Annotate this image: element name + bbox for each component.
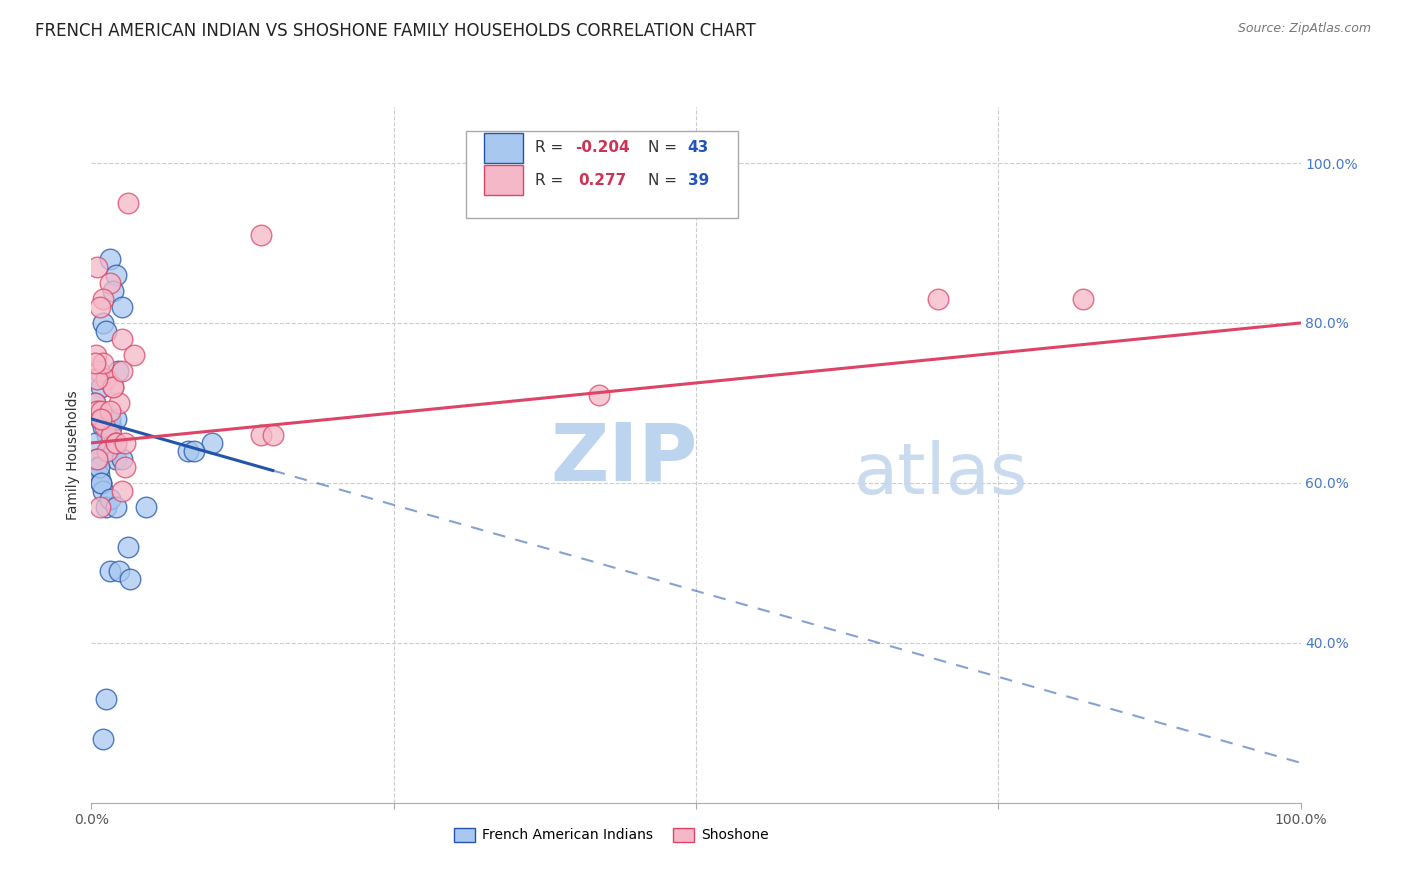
Text: 39: 39 — [688, 172, 709, 187]
Point — [86, 372, 108, 386]
Point — [117, 540, 139, 554]
Point — [108, 396, 131, 410]
Point — [111, 332, 132, 346]
Point — [90, 475, 112, 490]
Point — [183, 444, 205, 458]
Point — [84, 459, 107, 474]
Point — [89, 300, 111, 314]
Point — [93, 292, 115, 306]
Point — [96, 428, 118, 442]
Point — [100, 420, 122, 434]
Text: N =: N = — [648, 172, 682, 187]
Point — [262, 428, 284, 442]
Point — [104, 436, 127, 450]
Point — [104, 268, 127, 282]
Point — [927, 292, 949, 306]
Point — [249, 428, 271, 442]
FancyBboxPatch shape — [467, 131, 738, 219]
Legend: French American Indians, Shoshone: French American Indians, Shoshone — [449, 822, 775, 848]
Point — [249, 227, 271, 242]
Point — [93, 420, 115, 434]
Text: atlas: atlas — [853, 441, 1028, 509]
Point — [104, 412, 127, 426]
Point — [101, 380, 124, 394]
Point — [98, 404, 121, 418]
Point — [84, 436, 107, 450]
Point — [177, 444, 200, 458]
Point — [104, 451, 127, 466]
Point — [120, 572, 142, 586]
Text: Source: ZipAtlas.com: Source: ZipAtlas.com — [1237, 22, 1371, 36]
Point — [86, 404, 108, 418]
Point — [93, 316, 115, 330]
Point — [90, 404, 112, 418]
Point — [84, 348, 107, 362]
Point — [111, 451, 132, 466]
Point — [111, 364, 132, 378]
Point — [107, 364, 129, 378]
Point — [98, 412, 121, 426]
Point — [97, 412, 120, 426]
Point — [84, 396, 107, 410]
Point — [588, 388, 610, 402]
Point — [117, 196, 139, 211]
Point — [1071, 292, 1094, 306]
Point — [87, 364, 110, 378]
Point — [114, 459, 136, 474]
Point — [111, 483, 132, 498]
Text: 43: 43 — [688, 140, 709, 155]
Point — [111, 300, 132, 314]
Point — [94, 324, 117, 338]
Point — [93, 731, 115, 746]
Point — [98, 564, 121, 578]
Point — [93, 356, 115, 370]
Point — [84, 396, 107, 410]
Y-axis label: Family Households: Family Households — [66, 390, 80, 520]
Point — [104, 436, 127, 450]
Point — [98, 491, 121, 506]
Point — [101, 444, 124, 458]
Point — [86, 372, 108, 386]
Point — [98, 436, 121, 450]
Point — [135, 500, 157, 514]
Point — [94, 500, 117, 514]
Text: R =: R = — [536, 140, 568, 155]
Point — [94, 691, 117, 706]
Text: ZIP: ZIP — [551, 420, 699, 498]
Point — [98, 276, 121, 290]
FancyBboxPatch shape — [484, 133, 523, 162]
Point — [122, 348, 145, 362]
Point — [114, 436, 136, 450]
Text: N =: N = — [648, 140, 682, 155]
Point — [84, 356, 107, 370]
Point — [87, 459, 110, 474]
Point — [101, 284, 124, 298]
Point — [86, 451, 108, 466]
Point — [90, 412, 112, 426]
Point — [104, 500, 127, 514]
Point — [90, 380, 112, 394]
FancyBboxPatch shape — [484, 166, 523, 195]
Point — [98, 252, 121, 266]
Point — [201, 436, 224, 450]
Text: -0.204: -0.204 — [575, 140, 630, 155]
Point — [89, 412, 111, 426]
Point — [100, 428, 122, 442]
Point — [94, 372, 117, 386]
Point — [93, 483, 115, 498]
Text: R =: R = — [536, 172, 568, 187]
Text: 0.277: 0.277 — [579, 172, 627, 187]
Point — [86, 404, 108, 418]
Point — [101, 380, 124, 394]
Text: FRENCH AMERICAN INDIAN VS SHOSHONE FAMILY HOUSEHOLDS CORRELATION CHART: FRENCH AMERICAN INDIAN VS SHOSHONE FAMIL… — [35, 22, 756, 40]
Point — [93, 420, 115, 434]
Point — [89, 500, 111, 514]
Point — [108, 564, 131, 578]
Point — [87, 467, 110, 482]
Point — [90, 412, 112, 426]
Point — [86, 260, 108, 274]
Point — [96, 444, 118, 458]
Point — [86, 451, 108, 466]
Point — [90, 475, 112, 490]
